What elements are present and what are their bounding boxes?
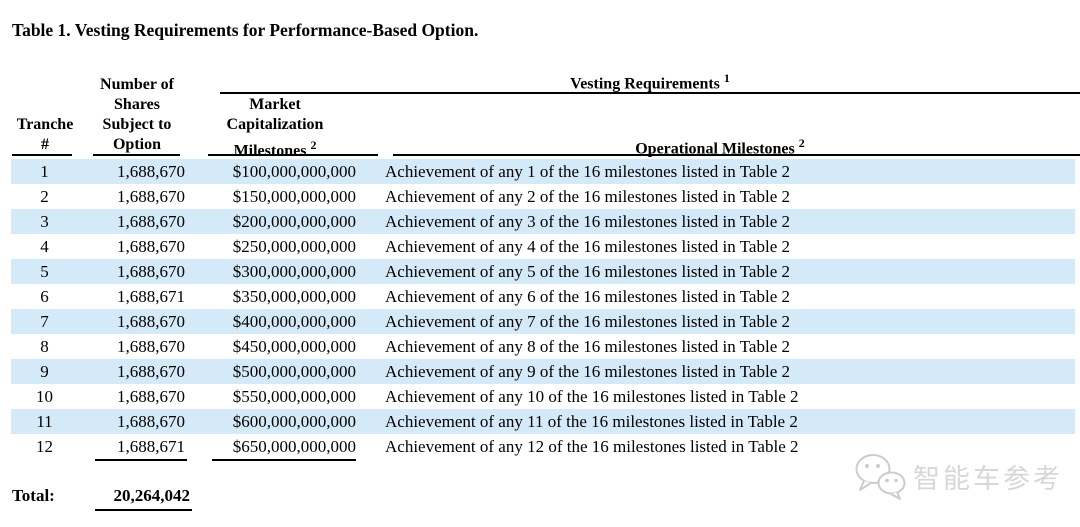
milestone-cell: Achievement of any 2 of the 16 milestone… [385,187,790,206]
tranche-cell: 6 [40,287,49,306]
market-cap-cell: $200,000,000,000 [232,212,356,231]
shares-cell: 1,688,671 [117,287,185,306]
operational-header-rule [393,154,1080,156]
tranche-cell: 5 [40,262,49,281]
table-row: 9 1,688,670 $500,000,000,000 Achievement… [11,359,1075,384]
milestone-cell: Achievement of any 1 of the 16 milestone… [385,162,790,181]
footnote-marker: 2 [310,138,317,152]
shares-column-header: Number of Shares Subject to Option [87,75,187,155]
shares-cell: 1,688,670 [117,337,185,356]
milestone-cell: Achievement of any 6 of the 16 milestone… [385,287,790,306]
market-cap-cell: $600,000,000,000 [232,412,356,431]
shares-cell: 1,688,670 [117,412,185,431]
table-row: 7 1,688,670 $400,000,000,000 Achievement… [11,309,1075,334]
shares-cell: 1,688,670 [117,162,185,181]
shares-sum-rule [95,459,187,461]
milestone-cell: Achievement of any 8 of the 16 milestone… [385,337,790,356]
shares-cell: 1,688,670 [117,187,185,206]
market-cap-milestones-label: Milestones [233,142,307,160]
vesting-span-rule [220,92,1080,94]
market-cap-header-rule [208,154,378,156]
shares-cell: 1,688,670 [117,387,185,406]
milestone-cell: Achievement of any 7 of the 16 milestone… [385,312,790,331]
vesting-requirements-label: Vesting Requirements [570,75,720,93]
market-cap-header-line2: Capitalization [226,116,324,133]
tranche-header-line1: Tranche [16,116,74,133]
shares-header-line4: Option [112,136,161,153]
tranche-cell: 1 [40,162,49,181]
shares-cell: 1,688,670 [117,212,185,231]
tranche-cell: 11 [36,412,53,431]
table-row: 1 1,688,670 $100,000,000,000 Achievement… [11,159,1075,184]
table-row: 6 1,688,671 $350,000,000,000 Achievement… [11,284,1075,309]
vesting-requirements-header: Vesting Requirements 1 [220,68,1080,94]
milestone-cell: Achievement of any 11 of the 16 mileston… [385,412,798,431]
operational-milestones-label: Operational Milestones [635,140,795,158]
market-cap-header-line3: Milestones 2 [195,135,355,161]
milestone-cell: Achievement of any 4 of the 16 milestone… [385,237,790,256]
market-cap-cell: $650,000,000,000 [232,437,356,456]
milestone-cell: Achievement of any 9 of the 16 milestone… [385,362,790,381]
table-row: 5 1,688,670 $300,000,000,000 Achievement… [11,259,1075,284]
market-cap-cell: $100,000,000,000 [232,162,356,181]
tranche-header-rule [12,154,72,156]
tranche-cell: 7 [40,312,49,331]
market-cap-sum-rule [212,459,356,461]
milestone-cell: Achievement of any 5 of the 16 milestone… [385,262,790,281]
total-label: Total: [12,486,55,505]
shares-cell: 1,688,670 [117,237,185,256]
shares-cell: 1,688,670 [117,362,185,381]
tranche-cell: 9 [40,362,49,381]
table-row: 11 1,688,670 $600,000,000,000 Achievemen… [11,409,1075,434]
market-cap-cell: $550,000,000,000 [232,387,356,406]
shares-header-line1: Number of [100,76,174,93]
tranche-cell: 2 [40,187,49,206]
market-cap-cell: $350,000,000,000 [232,287,356,306]
table-row: 8 1,688,670 $450,000,000,000 Achievement… [11,334,1075,359]
market-cap-cell: $450,000,000,000 [232,337,356,356]
tranche-column-header: Tranche # [5,115,85,155]
tranche-cell: 12 [36,437,53,456]
milestone-cell: Achievement of any 12 of the 16 mileston… [385,437,799,456]
watermark: 智能车参考 [853,451,1063,501]
footnote-marker: 2 [798,136,805,150]
tranche-header-line2: # [41,136,49,153]
wechat-bubbles-icon [855,454,906,500]
table-row: 3 1,688,670 $200,000,000,000 Achievement… [11,209,1075,234]
table-row: 4 1,688,670 $250,000,000,000 Achievement… [11,234,1075,259]
footnote-marker: 1 [723,71,730,85]
vesting-table: 1 1,688,670 $100,000,000,000 Achievement… [11,159,1075,459]
shares-cell: 1,688,670 [117,312,185,331]
shares-cell: 1,688,671 [117,437,185,456]
milestone-cell: Achievement of any 3 of the 16 milestone… [385,212,790,231]
table-row: 10 1,688,670 $550,000,000,000 Achievemen… [11,384,1075,409]
market-cap-cell: $300,000,000,000 [232,262,356,281]
tranche-cell: 4 [40,237,49,256]
watermark-text: 智能车参考 [913,463,1063,494]
total-rule [95,509,192,511]
table-row: 12 1,688,671 $650,000,000,000 Achievemen… [11,434,1075,459]
tranche-cell: 10 [36,387,53,406]
market-cap-cell: $400,000,000,000 [232,312,356,331]
shares-cell: 1,688,670 [117,262,185,281]
operational-column-header: Operational Milestones 2 [390,133,1050,159]
market-cap-header-line1: Market [249,96,301,113]
total-value: 20,264,042 [113,486,191,505]
milestone-cell: Achievement of any 10 of the 16 mileston… [385,387,799,406]
tranche-cell: 8 [40,337,49,356]
shares-header-line3: Subject to [102,116,172,133]
market-cap-cell: $150,000,000,000 [232,187,356,206]
table-row: 2 1,688,670 $150,000,000,000 Achievement… [11,184,1075,209]
market-cap-column-header: Market Capitalization Milestones 2 [195,95,355,161]
shares-header-line2: Shares [114,96,160,113]
market-cap-cell: $250,000,000,000 [232,237,356,256]
tranche-cell: 3 [40,212,49,231]
shares-header-rule [93,154,180,156]
table-title: Table 1. Vesting Requirements for Perfor… [12,20,479,40]
market-cap-cell: $500,000,000,000 [232,362,356,381]
